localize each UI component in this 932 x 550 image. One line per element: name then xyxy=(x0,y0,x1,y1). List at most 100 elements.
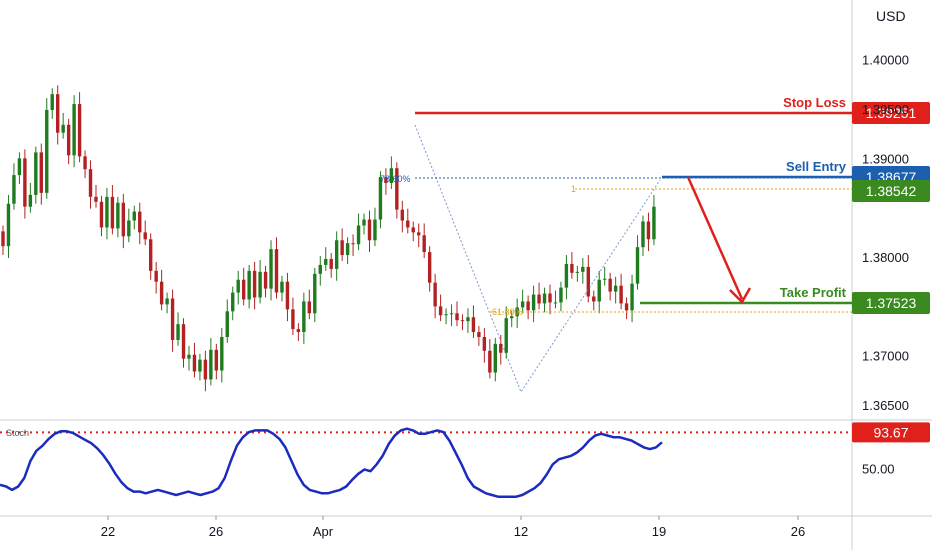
stoch-tick-label: 50.00 xyxy=(862,462,895,477)
forecast-arrow-line xyxy=(686,176,744,300)
candle xyxy=(6,194,11,259)
candle-body xyxy=(318,264,322,274)
candle-body xyxy=(159,281,164,305)
price-tick-label: 1.36500 xyxy=(862,398,909,413)
currency-label[interactable]: USD xyxy=(876,8,906,24)
price-candles xyxy=(1,85,656,392)
candle xyxy=(132,205,136,230)
candle xyxy=(646,212,651,252)
time-tick-label: 22 xyxy=(101,524,115,539)
candle-body xyxy=(592,296,596,302)
candle xyxy=(395,162,399,219)
candle-body xyxy=(83,156,87,170)
candle-body xyxy=(510,316,514,319)
candle xyxy=(236,270,240,305)
candle xyxy=(66,118,71,165)
candle-body xyxy=(356,225,361,245)
candle-body xyxy=(411,227,415,233)
stochastic-pane: 93.67 50.00 xyxy=(0,422,930,498)
candle xyxy=(88,160,93,209)
candle-body xyxy=(460,320,465,322)
candle-body xyxy=(99,201,104,228)
candle xyxy=(72,95,76,168)
candle xyxy=(214,343,219,380)
candle xyxy=(154,261,158,294)
candle xyxy=(34,146,38,204)
candle xyxy=(329,253,333,278)
stop-label: Stop Loss xyxy=(783,95,846,110)
current-price-tag xyxy=(852,180,930,202)
candle-body xyxy=(203,359,208,380)
candle xyxy=(127,208,131,243)
candle-body xyxy=(493,343,497,373)
candle-body xyxy=(28,194,33,207)
candle-body xyxy=(132,211,136,221)
stoch-level-tag xyxy=(852,422,930,443)
candle-body xyxy=(34,152,38,195)
candle-body xyxy=(444,314,448,316)
candle-body xyxy=(181,324,186,359)
candle xyxy=(553,290,558,309)
candle xyxy=(466,308,470,334)
candle xyxy=(313,267,317,323)
candle-body xyxy=(241,279,246,300)
candle-body xyxy=(258,271,262,298)
candle-body xyxy=(329,259,333,269)
candle xyxy=(61,112,65,139)
candle-body xyxy=(313,273,317,314)
candle xyxy=(252,261,257,310)
candle xyxy=(143,220,147,246)
candle-body xyxy=(406,220,410,228)
candle-body xyxy=(526,301,530,311)
candle xyxy=(493,337,497,382)
forecast-arrowhead xyxy=(729,287,752,305)
candle xyxy=(389,156,394,189)
stoch-label: Stoch xyxy=(6,428,29,438)
candle-body xyxy=(449,313,454,315)
candle-body xyxy=(504,318,508,353)
candle xyxy=(608,272,612,301)
candle-body xyxy=(400,209,405,221)
candle xyxy=(362,213,366,235)
candle-body xyxy=(515,307,519,317)
candle xyxy=(564,255,569,300)
candle-body xyxy=(373,219,377,241)
candle xyxy=(110,184,115,235)
candle xyxy=(198,353,202,381)
candle-body xyxy=(6,203,11,247)
candle xyxy=(438,294,443,322)
candle xyxy=(384,168,388,195)
candle-body xyxy=(531,294,536,311)
trade-overlay: 78.60% 61.80% 1 Stop Loss 1.39251 Sell Entry 1… xyxy=(380,95,930,394)
candle xyxy=(619,273,623,310)
fib-pattern-line xyxy=(414,124,661,394)
price-tick-label: 1.38000 xyxy=(862,250,909,265)
candle-body xyxy=(214,349,219,371)
candle xyxy=(624,297,629,320)
candle-body xyxy=(608,278,612,292)
candle-body xyxy=(553,302,558,304)
candle-body xyxy=(176,324,180,340)
candle-body xyxy=(50,94,54,110)
candle-body xyxy=(630,283,634,311)
candle xyxy=(307,289,312,320)
candle xyxy=(334,231,339,281)
candle xyxy=(324,247,328,271)
candle xyxy=(187,345,191,371)
candle xyxy=(274,237,279,299)
price-tick-label: 1.37000 xyxy=(862,349,909,364)
candle-body xyxy=(586,266,590,297)
candle xyxy=(378,171,383,229)
candle xyxy=(581,258,585,284)
candle xyxy=(499,335,503,365)
candle-body xyxy=(455,313,459,321)
candle xyxy=(444,308,448,325)
candle xyxy=(1,225,5,256)
entry-label: Sell Entry xyxy=(786,159,847,174)
candle-body xyxy=(247,270,251,300)
candle-body xyxy=(231,292,235,312)
candle xyxy=(105,187,109,240)
candle-body xyxy=(433,282,437,307)
candle xyxy=(406,208,410,234)
